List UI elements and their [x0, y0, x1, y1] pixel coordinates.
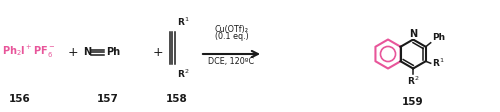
Text: (0.1 eq.): (0.1 eq.) — [214, 32, 248, 41]
Text: 157: 157 — [97, 94, 119, 104]
Text: DCE, 120ºC: DCE, 120ºC — [208, 57, 254, 66]
Text: 159: 159 — [402, 97, 424, 107]
Text: Ph: Ph — [432, 33, 445, 42]
Text: Ph: Ph — [106, 47, 120, 57]
Text: +: + — [152, 45, 164, 58]
Text: R$^2$: R$^2$ — [177, 68, 190, 80]
Text: Cu(OTf)₂: Cu(OTf)₂ — [214, 25, 248, 34]
Text: 158: 158 — [166, 94, 188, 104]
Text: R$^1$: R$^1$ — [432, 57, 444, 69]
Text: R$^1$: R$^1$ — [177, 16, 190, 28]
Text: 156: 156 — [9, 94, 31, 104]
Text: +: + — [68, 45, 78, 58]
Text: Ph$_2$I$^+$PF$_6^-$: Ph$_2$I$^+$PF$_6^-$ — [2, 44, 56, 60]
Text: N: N — [83, 47, 91, 57]
Text: N: N — [409, 28, 417, 39]
Text: R$^2$: R$^2$ — [407, 74, 420, 87]
